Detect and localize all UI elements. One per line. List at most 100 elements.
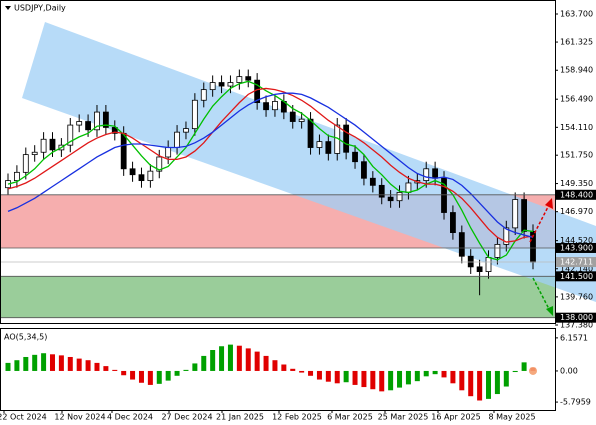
ao-bar (32, 354, 38, 371)
ao-bar (138, 370, 144, 383)
candle-body (209, 82, 216, 91)
ao-bar (494, 370, 500, 395)
chart-title: USDJPY,Daily (14, 4, 66, 13)
candle-body (289, 111, 296, 122)
candle-body (67, 124, 74, 146)
ao-bar (192, 363, 198, 371)
ao-bar (254, 351, 260, 371)
ao-bar (414, 370, 420, 382)
zone (1, 276, 555, 318)
y-tick-label: 151.750 (560, 151, 593, 160)
ao-bar (85, 360, 91, 371)
candle-body (40, 138, 47, 153)
plot (5, 69, 536, 296)
y-tick-label: 139.760 (560, 292, 593, 301)
candle-body (494, 244, 501, 258)
y-tick-label: 142.140 (560, 264, 593, 273)
candle-body (147, 170, 154, 182)
ao-bar (67, 356, 73, 371)
date-label: 21 Jan 2025 (216, 413, 264, 422)
candle-body (94, 111, 100, 131)
level-tag (556, 257, 596, 268)
candle-body (485, 257, 492, 272)
ao-bar (316, 370, 322, 380)
candle-body (111, 127, 118, 134)
candle-body (218, 82, 225, 87)
ao-bar (308, 370, 314, 376)
level-label: 142.711 (560, 258, 593, 267)
up-arrow (529, 202, 551, 243)
ao-bar (325, 370, 331, 382)
ao-bar (272, 360, 278, 371)
candle-body (423, 168, 430, 182)
date-label: 12 Nov 2024 (54, 413, 105, 422)
candle-body (512, 199, 519, 229)
date-label: 4 Dec 2024 (107, 413, 153, 422)
candle-body (245, 76, 252, 81)
ao-bar (486, 370, 492, 399)
ao-bar (236, 345, 242, 371)
ao-bar (370, 370, 376, 390)
level-label: 141.500 (560, 272, 593, 281)
candle-body (458, 232, 465, 257)
candle-body (441, 177, 447, 213)
ao-bar (334, 370, 340, 384)
ao-bar (121, 370, 127, 376)
ao-marker (529, 366, 537, 375)
ao-bar (521, 362, 527, 371)
y-tick-label: 144.520 (560, 236, 593, 245)
ao-bar (5, 362, 11, 371)
candle-body (263, 102, 269, 111)
moving-average (7, 80, 534, 261)
moving-average (7, 92, 534, 238)
ao-bar (263, 355, 269, 371)
title-icon (5, 6, 11, 10)
candle-body (467, 255, 474, 268)
y-tick-label: 158.940 (560, 66, 593, 75)
ao-bar (201, 355, 207, 371)
y-tick-label: 149.350 (560, 179, 593, 188)
date-label: 8 May 2025 (488, 413, 535, 422)
ao-bar (103, 366, 109, 371)
ao-bar (130, 370, 136, 380)
candle-body (191, 99, 198, 130)
y-tick-label: 137.380 (560, 321, 593, 330)
ao-bar (432, 370, 438, 375)
ao-bar (299, 370, 305, 373)
ao-bar (441, 370, 447, 378)
ao-bar (405, 370, 411, 385)
candle-body (227, 82, 234, 87)
ao-bar (423, 370, 429, 377)
ao-bar (219, 346, 225, 371)
ao-bar (477, 370, 483, 401)
level-label: 148.400 (560, 190, 593, 199)
y-tick-label: 156.490 (560, 95, 593, 104)
ao-bar (379, 370, 385, 392)
down-arrow (532, 277, 551, 312)
forecast-arrows (529, 198, 553, 316)
candle-body (352, 151, 358, 163)
date-label: 6 Mar 2025 (327, 413, 373, 422)
candle-body (307, 118, 314, 148)
candle-body (156, 156, 163, 172)
ao-bar (397, 370, 403, 388)
candle-body (120, 132, 127, 170)
y-tick-label: 161.325 (560, 38, 593, 47)
ao-bar (503, 370, 509, 387)
candle-body (174, 131, 180, 148)
candle-body (476, 266, 483, 272)
level-tag (556, 189, 596, 200)
candle-body (325, 141, 332, 154)
ao-bar (14, 360, 20, 371)
ao-tick-label: 6.1571 (560, 333, 588, 342)
candle-body (450, 212, 456, 234)
candle-body (343, 124, 350, 153)
candle-body (129, 168, 136, 176)
ao-frame (0, 328, 556, 411)
ao-bar (245, 348, 251, 371)
candle-body (13, 171, 20, 182)
ao-bar (49, 354, 55, 371)
candle-body (503, 227, 510, 245)
candle-body (378, 184, 385, 198)
